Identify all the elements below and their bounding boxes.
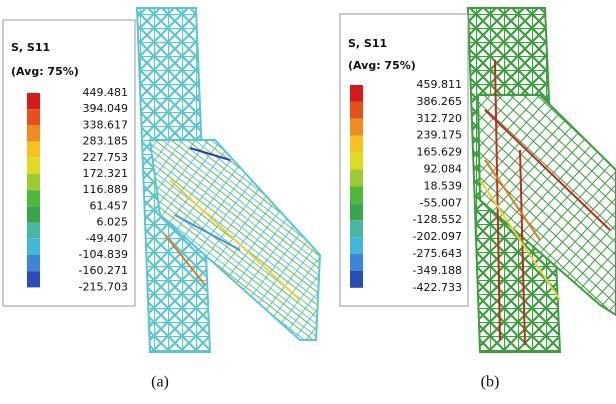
legend-swatch xyxy=(27,142,40,158)
legend-swatch xyxy=(27,255,40,271)
legend-swatch xyxy=(350,170,363,187)
legend-value: 6.025 xyxy=(97,216,129,229)
legend-value: -160.271 xyxy=(79,264,128,277)
legend-value: 172.321 xyxy=(83,167,129,180)
legend-swatch xyxy=(350,254,363,271)
legend-swatch xyxy=(27,174,40,190)
legend-swatch xyxy=(350,153,363,170)
legend-value: 227.753 xyxy=(83,151,129,164)
legend-subtitle: (Avg: 75%) xyxy=(348,59,416,72)
legend-swatch xyxy=(27,125,40,141)
legend-swatch xyxy=(350,102,363,119)
legend-title: S, S11 xyxy=(348,37,387,50)
legend-swatch xyxy=(350,186,363,203)
legend-value: -49.407 xyxy=(86,232,128,245)
mesh-a xyxy=(137,8,320,352)
legend-swatch xyxy=(350,136,363,153)
legend-swatch xyxy=(27,190,40,206)
legend-swatch xyxy=(27,109,40,125)
legend-swatch xyxy=(350,119,363,136)
legend-swatch xyxy=(27,93,40,109)
legend-value: 239.175 xyxy=(417,129,463,142)
legend-value: -128.552 xyxy=(413,213,462,226)
legend-value: 394.049 xyxy=(83,102,129,115)
legend-value: 386.265 xyxy=(417,95,463,108)
legend-value: -422.733 xyxy=(413,281,462,294)
legend-swatch xyxy=(27,239,40,255)
legend-value: -202.097 xyxy=(413,230,462,243)
mesh-b xyxy=(468,8,616,352)
figure: S, S11 (Avg: 75%) 449.481 394.049 338.617 283… xyxy=(0,0,616,404)
legend-value: 18.539 xyxy=(424,179,463,192)
legend-title: S, S11 xyxy=(11,41,50,54)
legend-value: -215.703 xyxy=(79,280,128,293)
legend-value: 283.185 xyxy=(83,135,129,148)
legend-value: 312.720 xyxy=(417,112,463,125)
legend-swatch xyxy=(350,85,363,102)
legend-value: -55.007 xyxy=(420,196,462,209)
legend-value: 459.811 xyxy=(417,78,463,91)
legend-swatch xyxy=(350,220,363,237)
legend-swatch xyxy=(27,206,40,222)
legend-value: 92.084 xyxy=(424,163,463,176)
caption: (b) xyxy=(481,374,500,391)
legend-value: -275.643 xyxy=(413,247,462,260)
caption: (a) xyxy=(151,374,169,391)
legend-swatch xyxy=(350,237,363,254)
legend-value: 61.457 xyxy=(90,199,129,212)
legend-swatch xyxy=(350,271,363,288)
legend-swatch xyxy=(27,223,40,239)
legend-value: 338.617 xyxy=(83,118,129,131)
legend-swatch xyxy=(27,271,40,287)
legend-swatch xyxy=(27,158,40,174)
legend-subtitle: (Avg: 75%) xyxy=(11,65,79,78)
legend-value: -104.839 xyxy=(79,248,128,261)
legend-value: 449.481 xyxy=(83,86,129,99)
legend-swatch xyxy=(350,203,363,220)
legend-value: 165.629 xyxy=(417,146,463,159)
legend-value: 116.889 xyxy=(83,183,129,196)
legend-value: -349.188 xyxy=(413,264,462,277)
